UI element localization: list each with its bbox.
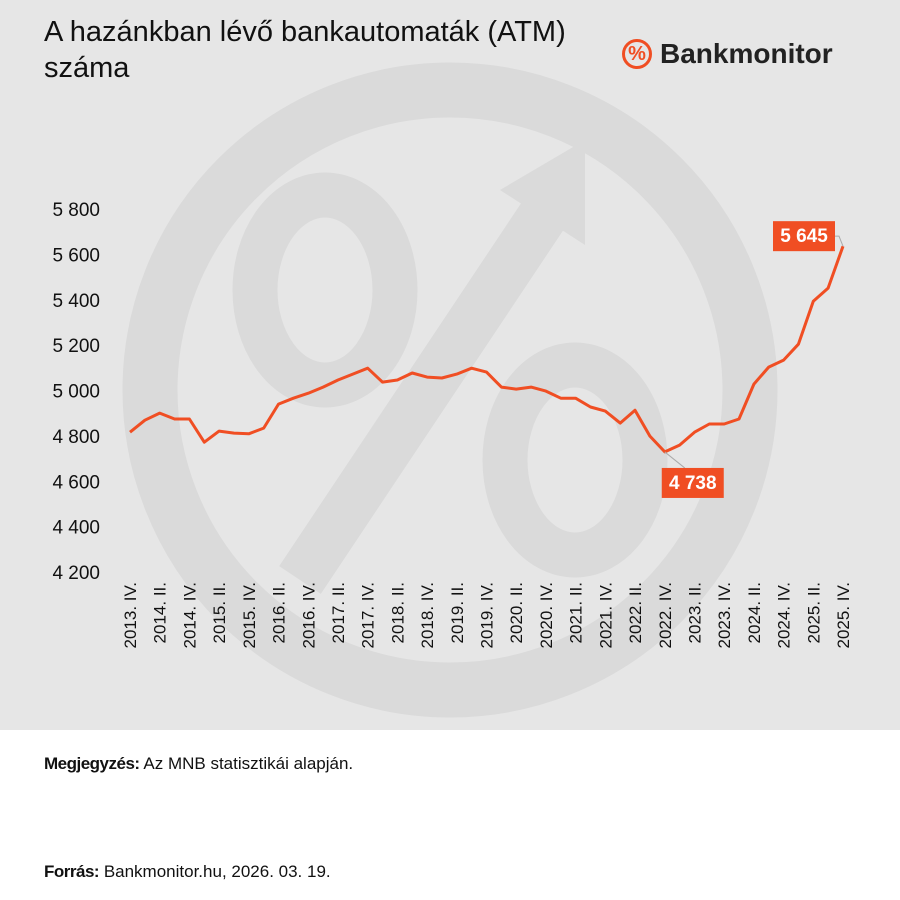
- x-tick-label: 2019. II.: [448, 582, 467, 643]
- x-tick-label: 2016. IV.: [299, 582, 318, 649]
- x-tick-label: 2023. II.: [685, 582, 704, 643]
- x-tick-label: 2015. IV.: [240, 582, 259, 649]
- value-label: 5 645: [780, 226, 828, 247]
- x-tick-label: 2020. IV.: [537, 582, 556, 649]
- brand-name: Bankmonitor: [660, 38, 833, 69]
- x-tick-label: 2024. II.: [745, 582, 764, 643]
- brand: % Bankmonitor: [622, 38, 833, 70]
- x-tick-label: 2025. II.: [804, 582, 823, 643]
- chart-title: A hazánkban lévő bankautomaták (ATM) szá…: [44, 16, 566, 84]
- x-tick-label: 2014. IV.: [180, 582, 199, 649]
- x-tick-label: 2025. IV.: [834, 582, 853, 649]
- data-line: [129, 245, 845, 454]
- source-text: Bankmonitor.hu, 2026. 03. 19.: [103, 862, 331, 881]
- note: Megjegyzés: Az MNB statisztikái alapján.: [44, 754, 353, 774]
- value-label-box: [661, 467, 724, 498]
- x-tick-label: 2021. II.: [567, 582, 586, 643]
- x-tick-label: 2015. II.: [210, 582, 229, 643]
- brand-logo: %: [622, 39, 652, 69]
- source-label: Forrás:: [44, 862, 100, 881]
- source: Forrás: Bankmonitor.hu, 2026. 03. 19.: [44, 862, 331, 882]
- x-tick-label: 2013. IV.: [121, 582, 140, 649]
- x-tick-label: 2021. IV.: [596, 582, 615, 649]
- x-tick-label: 2022. II.: [626, 582, 645, 643]
- x-tick-label: 2018. IV.: [418, 582, 437, 649]
- y-tick-label: 5 400: [52, 291, 100, 312]
- chart: 4 200 4 400 4 600 4 800 5 000 5 200 5 400 5 600…: [52, 62, 853, 718]
- x-tick-label: 2020. II.: [507, 582, 526, 643]
- value-label-box: [773, 221, 835, 252]
- x-tick-label: 2016. II.: [270, 582, 289, 643]
- y-tick-label: 5 800: [52, 200, 100, 221]
- note-text: Az MNB statisztikái alapján.: [143, 754, 354, 773]
- x-tick-label: 2014. II.: [151, 582, 170, 643]
- y-tick-label: 4 200: [52, 563, 100, 584]
- y-tick-label: 5 200: [52, 336, 100, 357]
- y-tick-label: 5 600: [52, 245, 100, 266]
- y-tick-label: 4 800: [52, 427, 100, 448]
- y-tick-label: 4 400: [52, 518, 100, 539]
- x-tick-label: 2018. II.: [388, 582, 407, 643]
- x-tick-label: 2023. IV.: [715, 582, 734, 649]
- x-tick-label: 2024. IV.: [775, 582, 794, 649]
- value-label: 4 738: [669, 473, 717, 494]
- x-tick-label: 2019. IV.: [478, 582, 497, 649]
- x-tick-label: 2017. IV.: [359, 582, 378, 649]
- y-tick-label: 5 000: [52, 382, 100, 403]
- label-connector: [664, 451, 686, 469]
- y-tick-label: 4 600: [52, 472, 100, 493]
- label-connector: [835, 235, 844, 247]
- x-tick-label: 2022. IV.: [656, 582, 675, 649]
- x-tick-label: 2017. II.: [329, 582, 348, 643]
- note-label: Megjegyzés:: [44, 754, 140, 773]
